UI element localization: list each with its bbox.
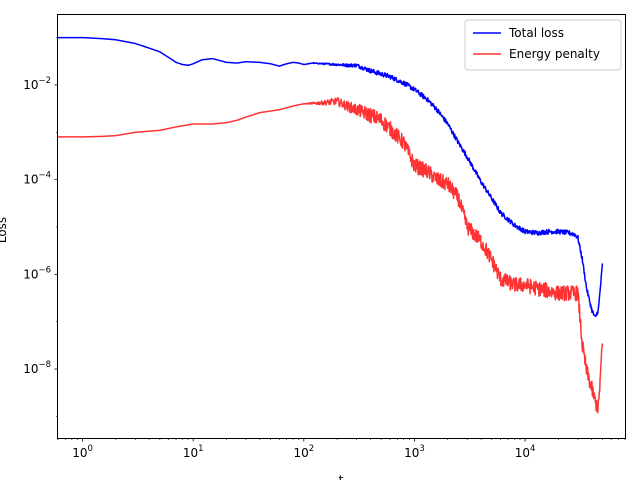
series-layer	[57, 36, 604, 414]
y-tick-label: 10−4	[23, 171, 51, 187]
y-axis: 10−2 10−4 10−6 10−8	[23, 37, 58, 417]
legend-label: Energy penalty	[509, 47, 600, 61]
x-axis: 100 101 102 103 104	[57, 438, 626, 460]
x-tick-label: 103	[404, 444, 425, 460]
x-tick-label: 104	[515, 444, 536, 460]
legend-label: Total loss	[508, 26, 564, 40]
legend: Total loss Energy penalty	[464, 19, 622, 71]
x-tick-label: 102	[293, 444, 314, 460]
x-axis-label: t	[339, 473, 344, 480]
legend-box	[464, 19, 622, 71]
y-tick-label: 10−6	[23, 265, 51, 281]
series-line-energy-penalty	[57, 97, 604, 414]
x-tick-label: 100	[72, 444, 93, 460]
y-tick-label: 10−8	[23, 360, 51, 376]
y-axis-label: Loss	[0, 217, 9, 243]
series-line-total-loss	[57, 36, 604, 318]
plot-frame	[57, 14, 626, 439]
x-tick-label: 101	[183, 444, 204, 460]
y-tick-label: 10−2	[23, 76, 51, 92]
